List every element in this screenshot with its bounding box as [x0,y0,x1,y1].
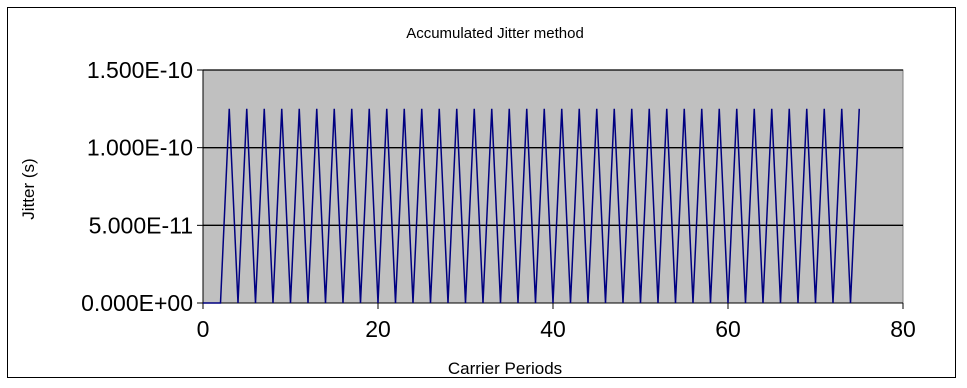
series-line [203,108,860,304]
x-tick-label: 40 [540,316,566,342]
x-tick-label: 20 [365,316,391,342]
x-axis-label: Carrier Periods [448,359,562,378]
y-tick-label: 1.000E-10 [87,135,193,161]
chart-title: Accumulated Jitter method [406,25,584,42]
y-tick-label: 0.000E+00 [81,290,193,316]
y-tick-label: 1.500E-10 [87,57,193,83]
y-tick-label: 5.000E-11 [89,212,193,238]
x-tick-label: 60 [715,316,741,342]
y-axis-ticks: 0.000E+00 5.000E-11 1.000E-10 1.500E-10 [81,57,203,316]
plot-area [202,69,904,304]
x-tick-label: 80 [890,316,916,342]
x-tick-label: 0 [197,316,210,342]
series-layer [203,108,860,304]
x-axis-ticks: 0 20 40 60 80 [197,303,916,342]
y-axis-label: Jitter (s) [19,158,38,219]
